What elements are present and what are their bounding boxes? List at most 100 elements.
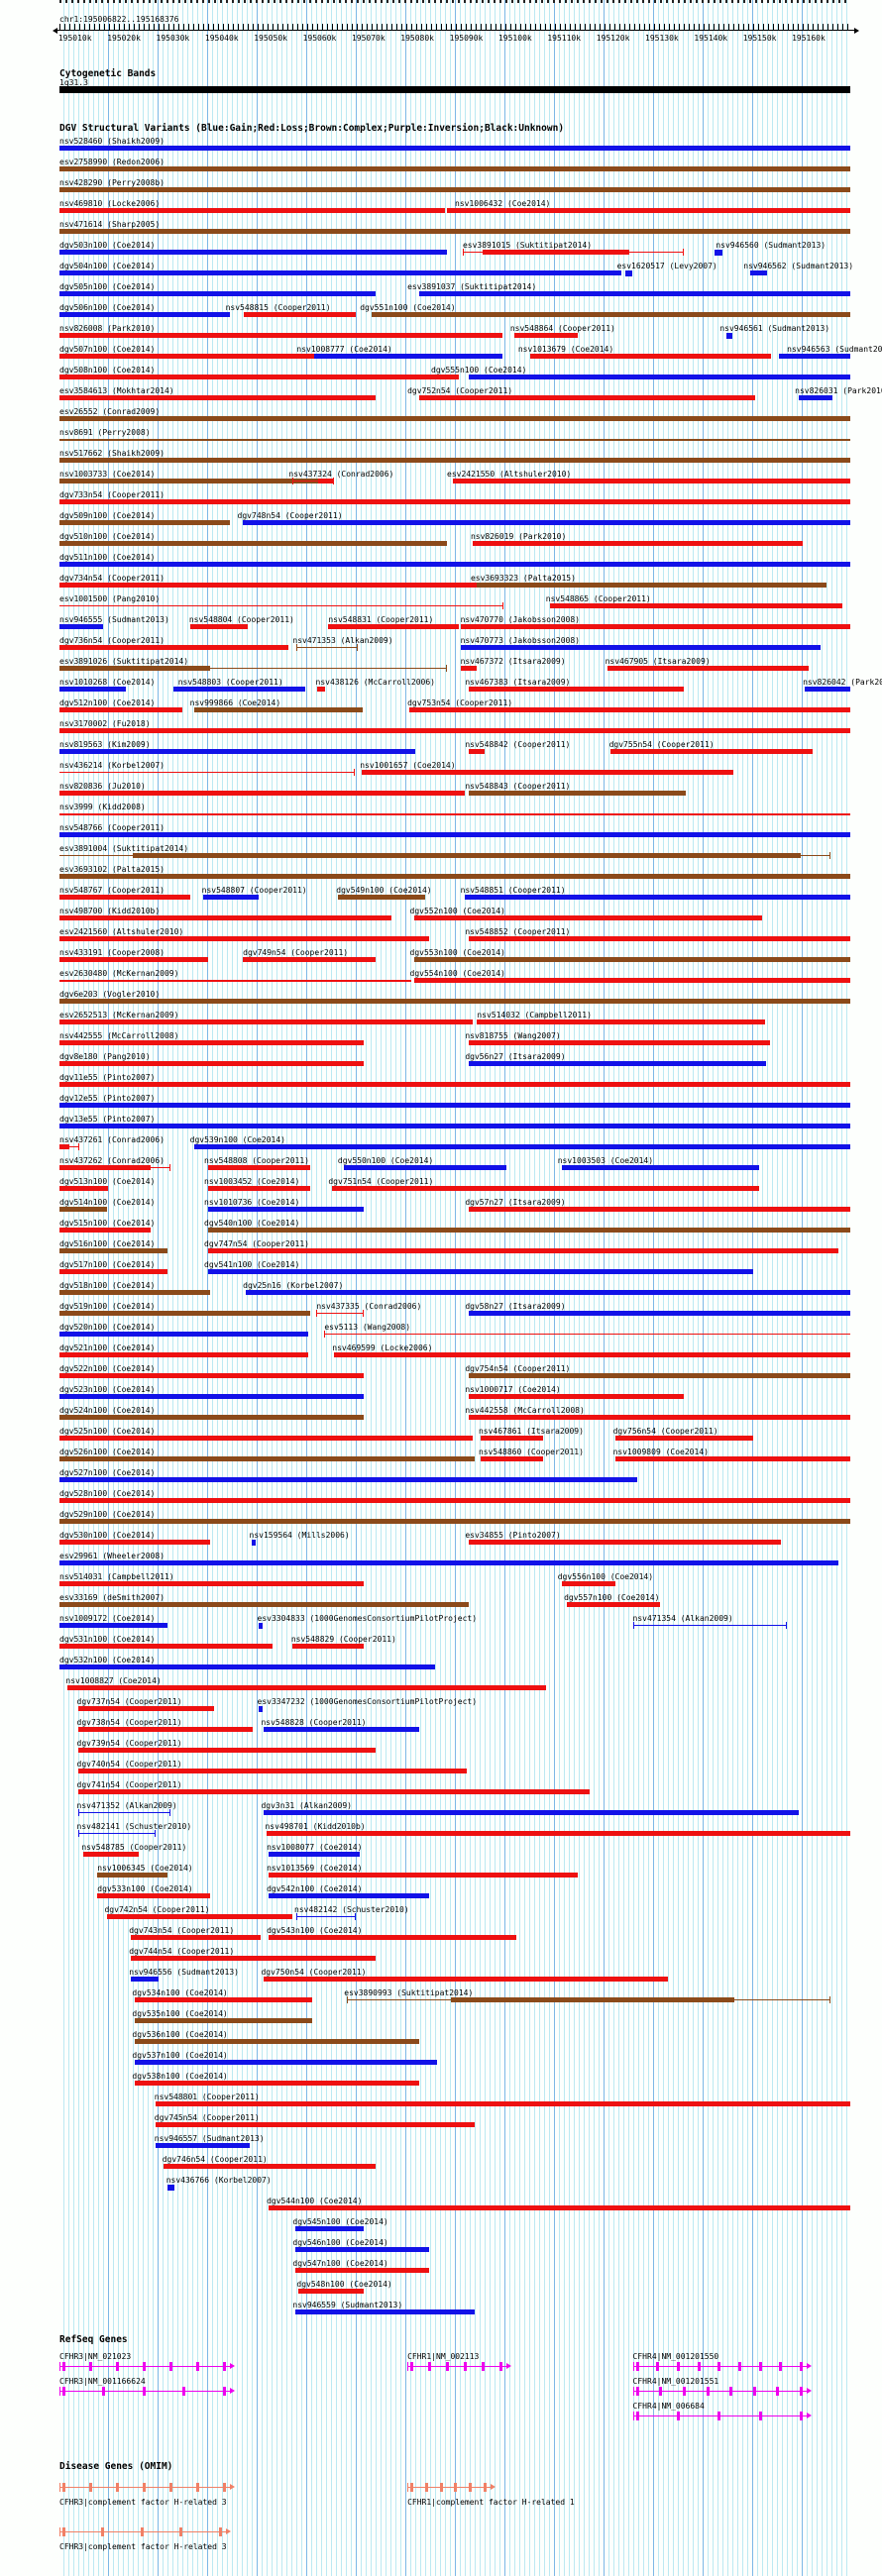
variant-bar[interactable] [156, 2122, 475, 2127]
variant-bar[interactable] [59, 395, 377, 400]
variant-bar[interactable] [561, 1581, 615, 1586]
variant-bar[interactable] [59, 1020, 473, 1024]
variant-bar[interactable] [59, 146, 850, 151]
variant-bar[interactable] [294, 2226, 365, 2231]
variant-bar[interactable] [567, 1602, 661, 1607]
gene-structure[interactable] [632, 2361, 814, 2373]
variant-bar[interactable] [156, 2143, 250, 2148]
variant-bar-whisker[interactable] [292, 481, 334, 482]
variant-bar[interactable] [297, 2289, 365, 2294]
variant-bar-tick[interactable] [259, 1623, 264, 1629]
variant-bar[interactable] [134, 2060, 438, 2065]
variant-bar[interactable] [59, 1373, 365, 1378]
variant-bar[interactable] [59, 354, 314, 359]
variant-bar[interactable] [59, 1082, 850, 1087]
variant-bar[interactable] [59, 1415, 365, 1420]
variant-bar-tick[interactable] [725, 333, 733, 339]
variant-bar[interactable] [263, 1727, 420, 1732]
variant-bar[interactable] [59, 291, 377, 296]
variant-bar[interactable] [59, 749, 416, 754]
variant-bar[interactable] [59, 1124, 850, 1128]
variant-bar[interactable] [59, 187, 850, 192]
variant-bar-tick[interactable] [259, 1706, 264, 1712]
variant-bar[interactable] [607, 666, 809, 671]
variant-bar[interactable] [59, 1144, 69, 1149]
variant-bar-line[interactable] [59, 979, 412, 982]
variant-bar[interactable] [294, 2309, 475, 2314]
variant-bar[interactable] [476, 583, 827, 588]
variant-bar[interactable] [317, 479, 334, 483]
variant-bar-tick[interactable] [625, 270, 632, 276]
variant-bar[interactable] [134, 2039, 420, 2044]
variant-bar[interactable] [59, 1394, 365, 1399]
variant-bar[interactable] [59, 499, 850, 504]
variant-bar[interactable] [59, 936, 430, 941]
variant-bar[interactable] [59, 874, 850, 879]
variant-bar[interactable] [313, 354, 502, 359]
variant-bar[interactable] [208, 1248, 839, 1253]
gene-structure[interactable] [59, 2526, 232, 2538]
variant-bar[interactable] [59, 333, 502, 338]
variant-bar[interactable] [332, 1186, 760, 1191]
variant-bar[interactable] [78, 1789, 590, 1794]
variant-bar[interactable] [419, 291, 850, 296]
gene-structure[interactable] [632, 2386, 814, 2398]
variant-bar[interactable] [59, 1436, 473, 1441]
variant-bar[interactable] [408, 707, 850, 712]
variant-bar-whisker[interactable] [59, 772, 355, 773]
variant-bar[interactable] [59, 1644, 274, 1649]
variant-bar[interactable] [59, 624, 103, 629]
variant-bar[interactable] [59, 312, 230, 317]
variant-bar[interactable] [804, 687, 850, 692]
variant-bar[interactable] [59, 416, 850, 421]
variant-bar[interactable] [372, 312, 850, 317]
variant-bar[interactable] [269, 2205, 850, 2210]
variant-bar[interactable] [749, 270, 768, 275]
variant-bar[interactable] [263, 1810, 800, 1815]
variant-bar[interactable] [156, 2101, 850, 2106]
gene-structure[interactable] [59, 2482, 236, 2494]
variant-bar[interactable] [59, 1186, 109, 1191]
variant-bar[interactable] [59, 791, 465, 796]
gene-structure[interactable] [407, 2482, 496, 2494]
variant-bar-whisker[interactable] [78, 1833, 157, 1834]
variant-bar[interactable] [164, 2164, 377, 2169]
variant-bar[interactable] [78, 1727, 254, 1732]
variant-bar[interactable] [513, 333, 578, 338]
gene-structure[interactable] [59, 2361, 236, 2373]
variant-bar-whisker[interactable] [296, 647, 358, 648]
variant-bar[interactable] [269, 1873, 578, 1878]
variant-bar[interactable] [82, 1852, 139, 1857]
variant-bar[interactable] [469, 749, 485, 754]
variant-bar[interactable] [469, 1040, 770, 1045]
variant-bar[interactable] [59, 1477, 637, 1482]
variant-bar-line[interactable] [59, 438, 850, 441]
variant-bar[interactable] [328, 624, 459, 629]
variant-bar[interactable] [59, 645, 289, 650]
variant-bar[interactable] [193, 707, 363, 712]
variant-bar-whisker[interactable] [59, 668, 448, 669]
variant-bar[interactable] [614, 1436, 753, 1441]
variant-bar[interactable] [561, 1165, 760, 1170]
variant-bar-whisker[interactable] [59, 1146, 79, 1147]
variant-bar[interactable] [59, 1456, 475, 1461]
variant-bar[interactable] [333, 1352, 850, 1357]
variant-bar[interactable] [460, 645, 822, 650]
variant-bar[interactable] [799, 395, 833, 400]
variant-bar[interactable] [480, 1456, 544, 1461]
variant-bar[interactable] [469, 1415, 850, 1420]
variant-bar[interactable] [59, 479, 321, 483]
variant-bar[interactable] [106, 1914, 293, 1919]
variant-bar[interactable] [452, 479, 850, 483]
variant-bar[interactable] [59, 1228, 151, 1233]
variant-bar[interactable] [59, 915, 392, 920]
variant-bar[interactable] [294, 2247, 430, 2252]
variant-bar-whisker[interactable] [59, 605, 504, 606]
variant-bar[interactable] [59, 1103, 850, 1108]
variant-bar[interactable] [469, 1540, 781, 1545]
variant-bar[interactable] [469, 1207, 850, 1212]
variant-bar[interactable] [447, 208, 850, 213]
variant-bar[interactable] [59, 1311, 310, 1316]
variant-bar[interactable] [473, 541, 804, 546]
variant-bar[interactable] [413, 915, 763, 920]
